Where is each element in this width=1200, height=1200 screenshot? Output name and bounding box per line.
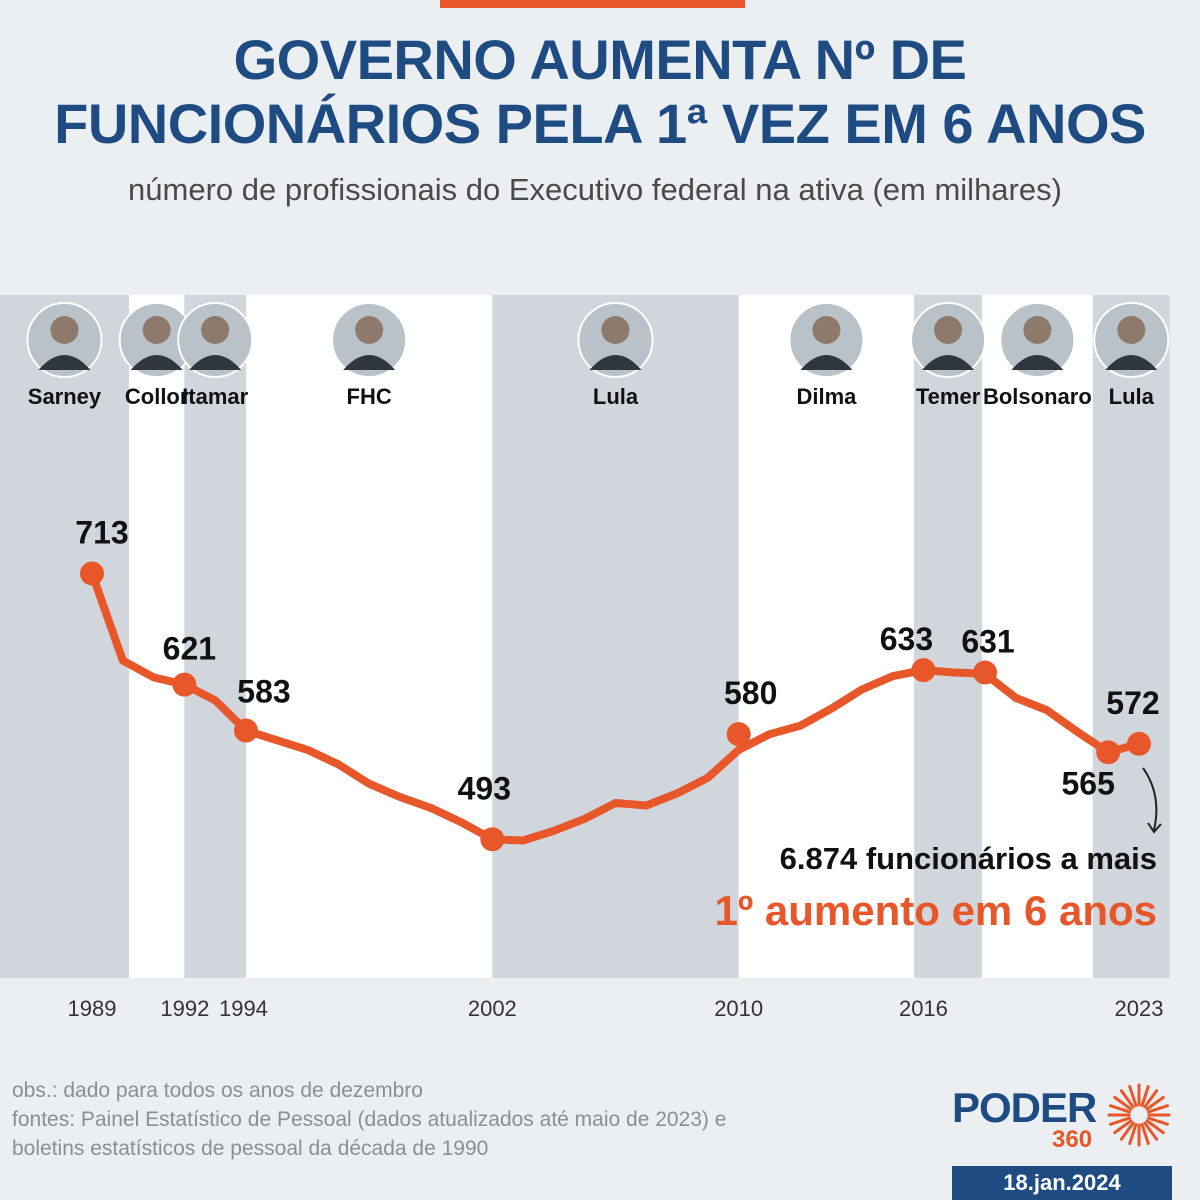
data-label: 713 [75, 514, 128, 550]
data-labels: 713 621 583 493 580 633 631 565 572 [75, 514, 1159, 806]
data-point [911, 658, 936, 683]
sources-line-1: fontes: Painel Estatístico de Pessoal (d… [12, 1108, 727, 1131]
poder360-logo: PODER 360 [952, 1082, 1172, 1162]
president-avatar [788, 302, 865, 378]
data-label: 580 [724, 675, 777, 711]
series-line-layer [88, 569, 1143, 845]
president-name: Sarney [28, 384, 102, 409]
president-band [981, 295, 1093, 978]
obs-note: obs.: dado para todos os anos de dezembr… [12, 1079, 423, 1102]
x-tick-label: 2023 [1115, 996, 1164, 1021]
annotation-group: 6.874 funcionários a mais 1º aumento em 6… [715, 767, 1162, 934]
president-name: Itamar [182, 384, 248, 409]
x-tick-label: 1994 [219, 996, 268, 1021]
annotation-arrow [1142, 767, 1158, 831]
president-avatar [26, 302, 103, 378]
data-label: 621 [163, 631, 216, 667]
x-axis-ticks: 1989 1992 1994 2002 2010 2016 2023 [68, 996, 1164, 1021]
x-tick-label: 2002 [468, 996, 517, 1021]
president-band [492, 295, 739, 978]
president-avatar [177, 302, 254, 378]
president-band [128, 295, 185, 978]
president-avatar [999, 302, 1076, 378]
president-name: Collor [125, 384, 189, 409]
data-points [80, 561, 1151, 852]
data-point [233, 718, 258, 743]
data-point [172, 672, 197, 697]
data-point [80, 561, 104, 586]
logo-number: 360 [1052, 1126, 1093, 1153]
president-band [245, 295, 493, 978]
data-point [480, 827, 505, 852]
president-band [184, 295, 246, 978]
page-title: GOVERNO AUMENTA Nº DE FUNCIONÁRIOS PELA … [0, 28, 1200, 156]
president-band [738, 295, 915, 978]
president-avatar [577, 302, 654, 378]
x-tick-label: 1992 [160, 996, 209, 1021]
president-avatars [26, 302, 1170, 378]
sun-icon [1107, 1083, 1171, 1147]
president-name: Lula [593, 384, 639, 409]
data-label: 565 [1062, 765, 1115, 801]
annotation-highlight: 1º aumento em 6 anos [715, 887, 1157, 934]
data-point [1096, 740, 1121, 765]
logo-word: PODER [952, 1084, 1097, 1131]
president-avatar [1093, 302, 1170, 378]
president-bands [0, 295, 1170, 978]
data-label: 631 [961, 624, 1014, 660]
data-point [726, 722, 751, 747]
president-name: FHC [347, 384, 392, 409]
annotation-text: 6.874 funcionários a mais [780, 841, 1157, 876]
president-band [1092, 295, 1170, 978]
data-label: 493 [458, 770, 511, 806]
footnotes: obs.: dado para todos os anos de dezembr… [12, 1076, 726, 1163]
data-point [1127, 731, 1151, 756]
x-tick-label: 1989 [68, 996, 117, 1021]
subtitle: número de profissionais do Executivo fed… [128, 172, 1062, 207]
sources-line-2: boletins estatísticos de pessoal da déca… [12, 1137, 489, 1160]
president-name: Temer [916, 384, 981, 409]
data-label: 633 [880, 621, 933, 657]
data-point [973, 660, 998, 685]
president-name: Lula [1109, 384, 1155, 409]
top-accent-bar [440, 0, 745, 8]
title-line-1: GOVERNO AUMENTA Nº DE [233, 28, 967, 91]
series-line [88, 569, 1143, 845]
data-label: 572 [1106, 685, 1159, 721]
president-avatar [910, 302, 987, 378]
title-line-2: FUNCIONÁRIOS PELA 1ª VEZ EM 6 ANOS [54, 92, 1146, 155]
president-avatar [331, 302, 408, 378]
president-band [0, 295, 129, 978]
date-badge: 18.jan.2024 [952, 1166, 1172, 1200]
president-band [914, 295, 982, 978]
president-name: Bolsonaro [983, 384, 1092, 409]
x-tick-label: 2010 [714, 996, 763, 1021]
data-label: 583 [237, 674, 290, 710]
president-name: Dilma [796, 384, 857, 409]
x-tick-label: 2016 [899, 996, 948, 1021]
